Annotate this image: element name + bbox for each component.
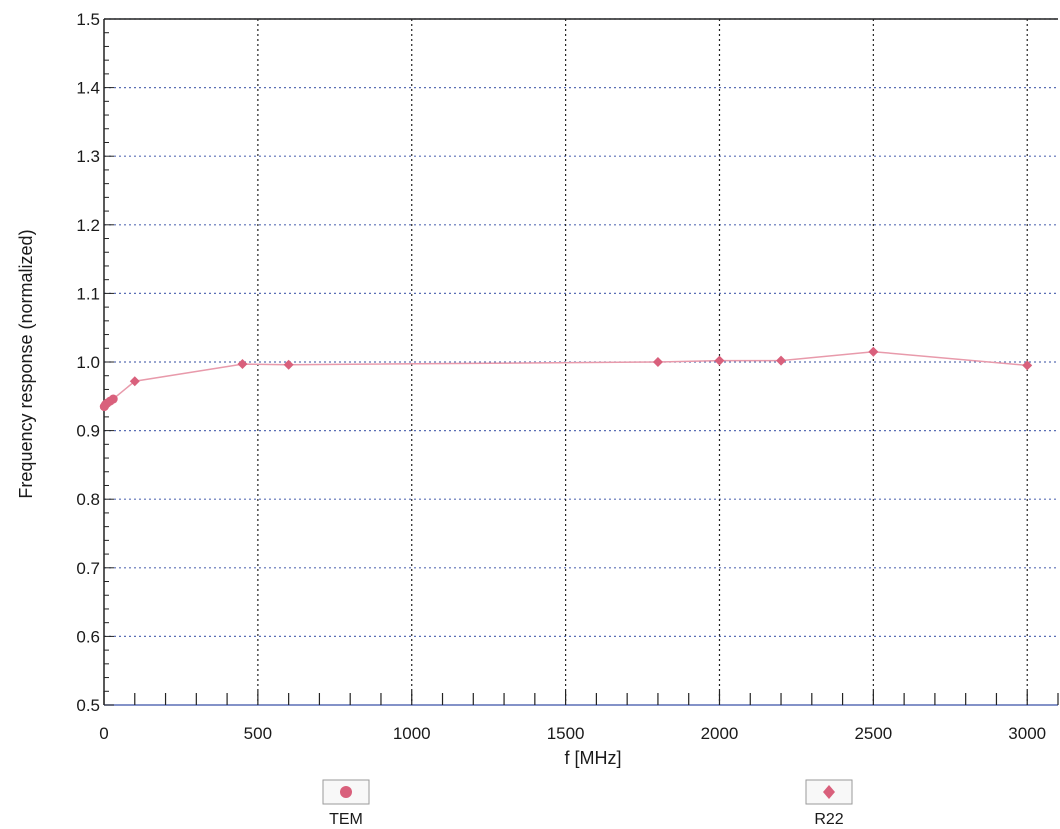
x-tick-label: 2000 bbox=[701, 724, 739, 743]
legend-marker-tem bbox=[340, 786, 352, 798]
data-point-r22 bbox=[283, 359, 294, 370]
data-point-r22 bbox=[129, 376, 140, 387]
x-tick-labels: 0 500 1000 1500 2000 2500 3000 bbox=[99, 724, 1046, 743]
x-tick-label: 1500 bbox=[547, 724, 585, 743]
y-tick-label: 1.0 bbox=[76, 353, 100, 372]
x-tick-label: 0 bbox=[99, 724, 108, 743]
y-tick-label: 1.1 bbox=[76, 284, 100, 303]
y-tick-labels: 0.5 0.6 0.7 0.8 0.9 1.0 1.1 1.2 1.3 1.4 1.5 bbox=[76, 10, 100, 715]
legend-item-tem: TEM bbox=[322, 779, 370, 828]
data-point-r22 bbox=[237, 359, 248, 370]
y-tick-label: 0.8 bbox=[76, 490, 100, 509]
x-axis-title: f [MHz] bbox=[565, 748, 622, 768]
x-tick-label: 2500 bbox=[854, 724, 892, 743]
data-point-r22 bbox=[1022, 360, 1033, 371]
y-tick-label: 1.3 bbox=[76, 147, 100, 166]
axes bbox=[103, 18, 1059, 706]
y-tick-label: 0.5 bbox=[76, 696, 100, 715]
y-tick-label: 1.2 bbox=[76, 216, 100, 235]
data-point-tem bbox=[108, 394, 118, 404]
legend-item-r22: R22 bbox=[805, 779, 853, 828]
x-tick-label: 1000 bbox=[393, 724, 431, 743]
data-points bbox=[99, 346, 1033, 412]
data-point-r22 bbox=[776, 355, 787, 366]
x-tick-label: 500 bbox=[244, 724, 272, 743]
y-tick-label: 1.4 bbox=[76, 79, 100, 98]
legend: TEM R22 bbox=[322, 779, 853, 828]
data-point-r22 bbox=[868, 346, 879, 357]
y-tick-label: 0.9 bbox=[76, 422, 100, 441]
y-tick-label: 0.6 bbox=[76, 627, 100, 646]
y-tick-label: 0.7 bbox=[76, 559, 100, 578]
data-point-r22 bbox=[652, 357, 663, 367]
y-axis-title: Frequency response (normalized) bbox=[16, 229, 36, 498]
legend-marker-r22 bbox=[823, 785, 835, 799]
legend-label-r22: R22 bbox=[814, 811, 843, 828]
legend-label-tem: TEM bbox=[329, 811, 363, 828]
y-tick-label: 1.5 bbox=[76, 10, 100, 29]
x-tick-label: 3000 bbox=[1008, 724, 1046, 743]
data-point-r22 bbox=[714, 355, 725, 366]
